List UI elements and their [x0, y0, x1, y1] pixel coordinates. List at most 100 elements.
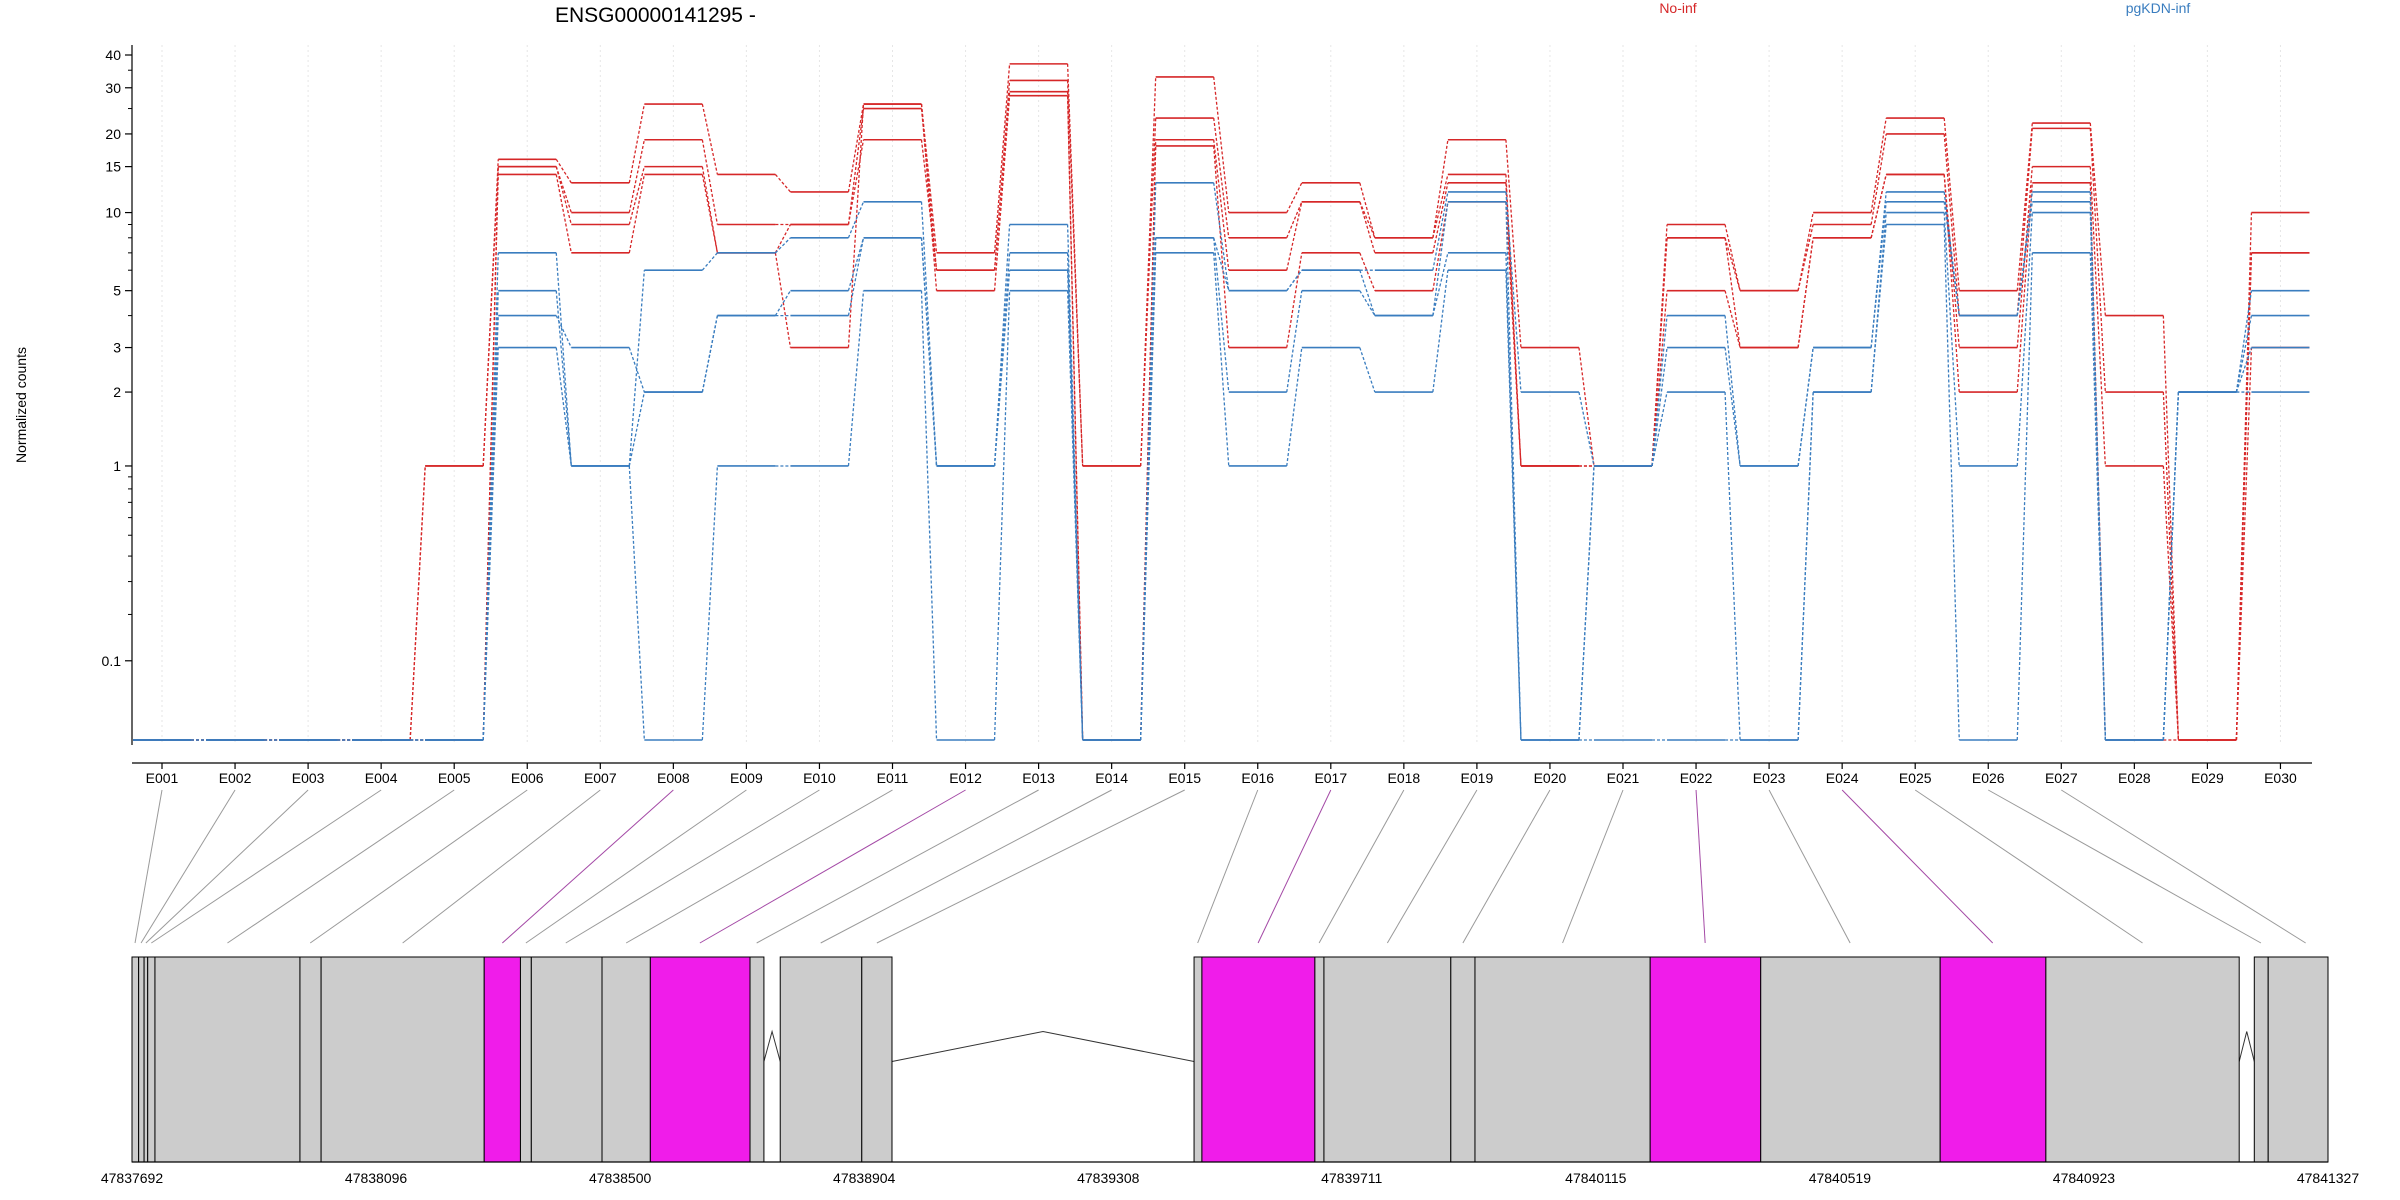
y-tick-label-6: 15 [105, 159, 121, 175]
series-6-connector-20 [1651, 391, 1668, 467]
series-1-connector-9 [847, 108, 865, 225]
series-0-connector-21 [1724, 224, 1741, 291]
coord-tick-label-5: 47839711 [1321, 1170, 1382, 1186]
series-4-connector-18 [1505, 191, 1522, 393]
x-tick-label-e020: E020 [1534, 770, 1567, 786]
series-1-connector-22 [1797, 224, 1814, 291]
series-3-connector-11 [993, 95, 1011, 291]
series-4-connector-28 [2235, 290, 2253, 393]
intron-0 [763, 1029, 781, 1062]
series-5-connector-14 [1213, 237, 1230, 291]
series-5-connector-9 [847, 237, 865, 291]
exon-e004 [147, 956, 156, 1163]
series-7-connector-23 [1870, 224, 1887, 393]
exon-e010 [530, 956, 603, 1163]
series-6-connector-17 [1432, 252, 1449, 316]
coord-tick-label-2: 47838500 [589, 1170, 652, 1186]
series-0-connector-15 [1286, 182, 1303, 213]
intron-1 [891, 1030, 1195, 1062]
series-1-connector-12 [1066, 80, 1084, 466]
series-0-connector-19 [1578, 347, 1595, 467]
coord-tick-label-3: 47838904 [833, 1170, 896, 1186]
connector-e018 [1318, 789, 1405, 944]
series-3-connector-6 [628, 174, 645, 253]
x-tick-label-e022: E022 [1680, 770, 1713, 786]
exon-e012 [649, 956, 751, 1163]
series-4-connector-19 [1578, 391, 1595, 467]
series-5-connector-5 [555, 290, 572, 467]
series-1-connector-5 [555, 166, 572, 213]
series-0-connector-26 [2089, 123, 2106, 316]
series-6-connector-11 [993, 270, 1011, 467]
exon-e020 [1450, 956, 1476, 1163]
exon-e022 [1649, 956, 1762, 1163]
series-5-connector-16 [1359, 269, 1376, 316]
series-6-connector-14 [1213, 237, 1230, 393]
x-tick-label-e005: E005 [438, 770, 471, 786]
series-7-connector-17 [1432, 270, 1449, 393]
series-6-connector-24 [1943, 212, 1960, 467]
series-6-connector-5 [555, 315, 572, 348]
series-2-connector-25 [2016, 166, 2033, 348]
exon-e003 [143, 956, 149, 1163]
series-6-connector-7 [701, 315, 719, 393]
exon-e008 [483, 956, 521, 1163]
exon-e002 [138, 956, 145, 1163]
series-3-connector-14 [1213, 145, 1230, 348]
series-4-connector-17 [1432, 191, 1449, 271]
x-tick-label-e003: E003 [292, 770, 325, 786]
series-1-connector-13 [1140, 118, 1157, 466]
series-0-connector-25 [2016, 123, 2033, 291]
x-tick-label-e008: E008 [657, 770, 690, 786]
series-0-connector-11 [993, 63, 1011, 253]
x-tick-label-e017: E017 [1314, 770, 1347, 786]
exon-e014 [779, 956, 863, 1163]
series-7-connector-18 [1505, 270, 1522, 741]
series-2-connector-21 [1724, 237, 1741, 348]
connector-e020 [1462, 789, 1551, 944]
connector-e022 [1695, 789, 1706, 944]
exon-e021 [1474, 956, 1651, 1163]
connector-e015 [876, 789, 1185, 944]
y-tick-label-3: 3 [113, 340, 121, 356]
series-1-connector-27 [2162, 392, 2180, 741]
series-4-connector-9 [847, 201, 865, 239]
x-tick-label-e025: E025 [1899, 770, 1932, 786]
x-tick-label-e024: E024 [1826, 770, 1859, 786]
connector-e007 [402, 789, 601, 944]
series-3-connector-22 [1797, 237, 1814, 348]
series-0-connector-24 [1943, 117, 1960, 291]
exon-e005 [154, 956, 301, 1163]
series-5-connector-20 [1651, 347, 1668, 467]
exon-e011 [601, 956, 651, 1163]
series-7-connector-7 [701, 465, 719, 741]
series-lines [133, 63, 2310, 741]
exon-e016 [1193, 956, 1203, 1163]
series-7-connector-4 [482, 347, 499, 741]
series-1-connector-21 [1724, 237, 1741, 291]
x-tick-label-e018: E018 [1387, 770, 1420, 786]
series-1-connector-6 [628, 139, 645, 213]
connector-e009 [525, 789, 747, 944]
series-4-connector-12 [1066, 224, 1084, 741]
series-7-connector-16 [1359, 347, 1376, 393]
series-0-connector-5 [555, 158, 572, 184]
connector-e024 [1841, 789, 1994, 944]
coord-tick-label-0: 47837692 [101, 1170, 164, 1186]
series-2-connector-20 [1651, 237, 1668, 467]
connector-e004 [151, 789, 382, 944]
series-2-connector-8 [774, 224, 792, 254]
series-5-connector-23 [1870, 201, 1887, 348]
series-0-connector-13 [1140, 76, 1157, 466]
series-3-connector-16 [1359, 252, 1376, 291]
exon-e025 [2045, 956, 2240, 1163]
connector-e017 [1257, 789, 1332, 944]
series-2-connector-9 [847, 139, 865, 225]
connector-e021 [1562, 789, 1624, 944]
series-7-connector-9 [847, 290, 865, 467]
series-3-connector-23 [1870, 174, 1887, 238]
series-7-connector-22 [1797, 392, 1814, 741]
series-5-connector-24 [1943, 201, 1960, 316]
series-1-connector-15 [1286, 201, 1303, 239]
series-2-connector-27 [2162, 465, 2180, 741]
